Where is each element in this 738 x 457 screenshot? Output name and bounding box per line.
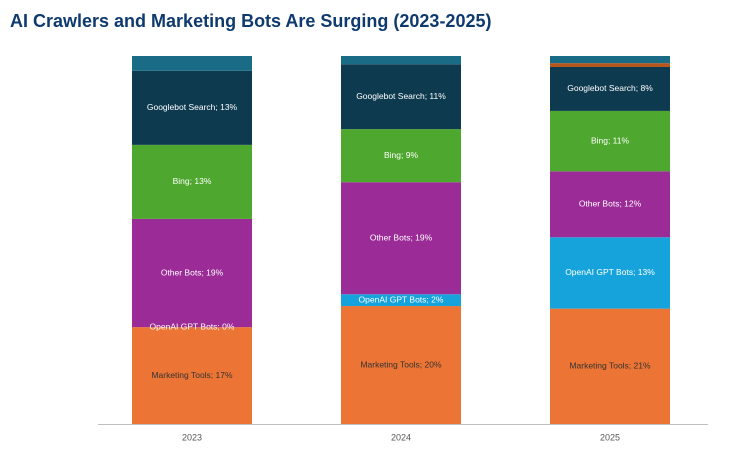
x-tick-label: 2025	[600, 432, 620, 442]
bar-segment	[132, 218, 252, 328]
x-tick-label: 2023	[182, 432, 202, 442]
data-label: OpenAI GPT Bots; 2%	[359, 294, 444, 304]
bar-segment	[132, 56, 252, 71]
bar-segment	[132, 327, 252, 424]
data-label: Googlebot Search; 11%	[356, 91, 446, 101]
bar-segment	[550, 308, 670, 424]
data-label: Bing; 11%	[591, 135, 630, 145]
data-label: Googlebot Search; 13%	[147, 102, 238, 112]
bar-segment	[341, 129, 461, 183]
bar-segment	[132, 144, 252, 219]
bar-segment	[550, 237, 670, 309]
x-tick-label: 2024	[391, 432, 411, 442]
bar-segment	[341, 182, 461, 295]
data-label: Other Bots; 19%	[161, 267, 224, 277]
data-label: OpenAI GPT Bots; 13%	[565, 267, 655, 277]
bar-segment	[341, 306, 461, 424]
data-label: Bing; 9%	[384, 150, 418, 160]
bar-segment	[341, 56, 461, 65]
data-label: Marketing Tools; 20%	[360, 359, 442, 369]
bar-segment	[550, 110, 670, 172]
bar-segment	[341, 294, 461, 307]
bar-segment	[550, 56, 670, 64]
chart-title: AI Crawlers and Marketing Bots Are Surgi…	[10, 11, 491, 31]
bar-segment	[550, 63, 670, 67]
data-label: Marketing Tools; 17%	[151, 370, 233, 380]
data-label: Googlebot Search; 8%	[567, 83, 653, 93]
data-label: OpenAI GPT Bots; 0%	[150, 321, 235, 331]
data-label: Marketing Tools; 21%	[569, 361, 651, 371]
bar-segment	[132, 70, 252, 145]
data-label: Bing; 13%	[173, 176, 212, 186]
data-label: Other Bots; 19%	[370, 232, 433, 242]
data-label: Other Bots; 12%	[579, 199, 642, 209]
bar-segment	[550, 171, 670, 238]
bar-segment	[341, 64, 461, 130]
bar-segment	[550, 66, 670, 111]
